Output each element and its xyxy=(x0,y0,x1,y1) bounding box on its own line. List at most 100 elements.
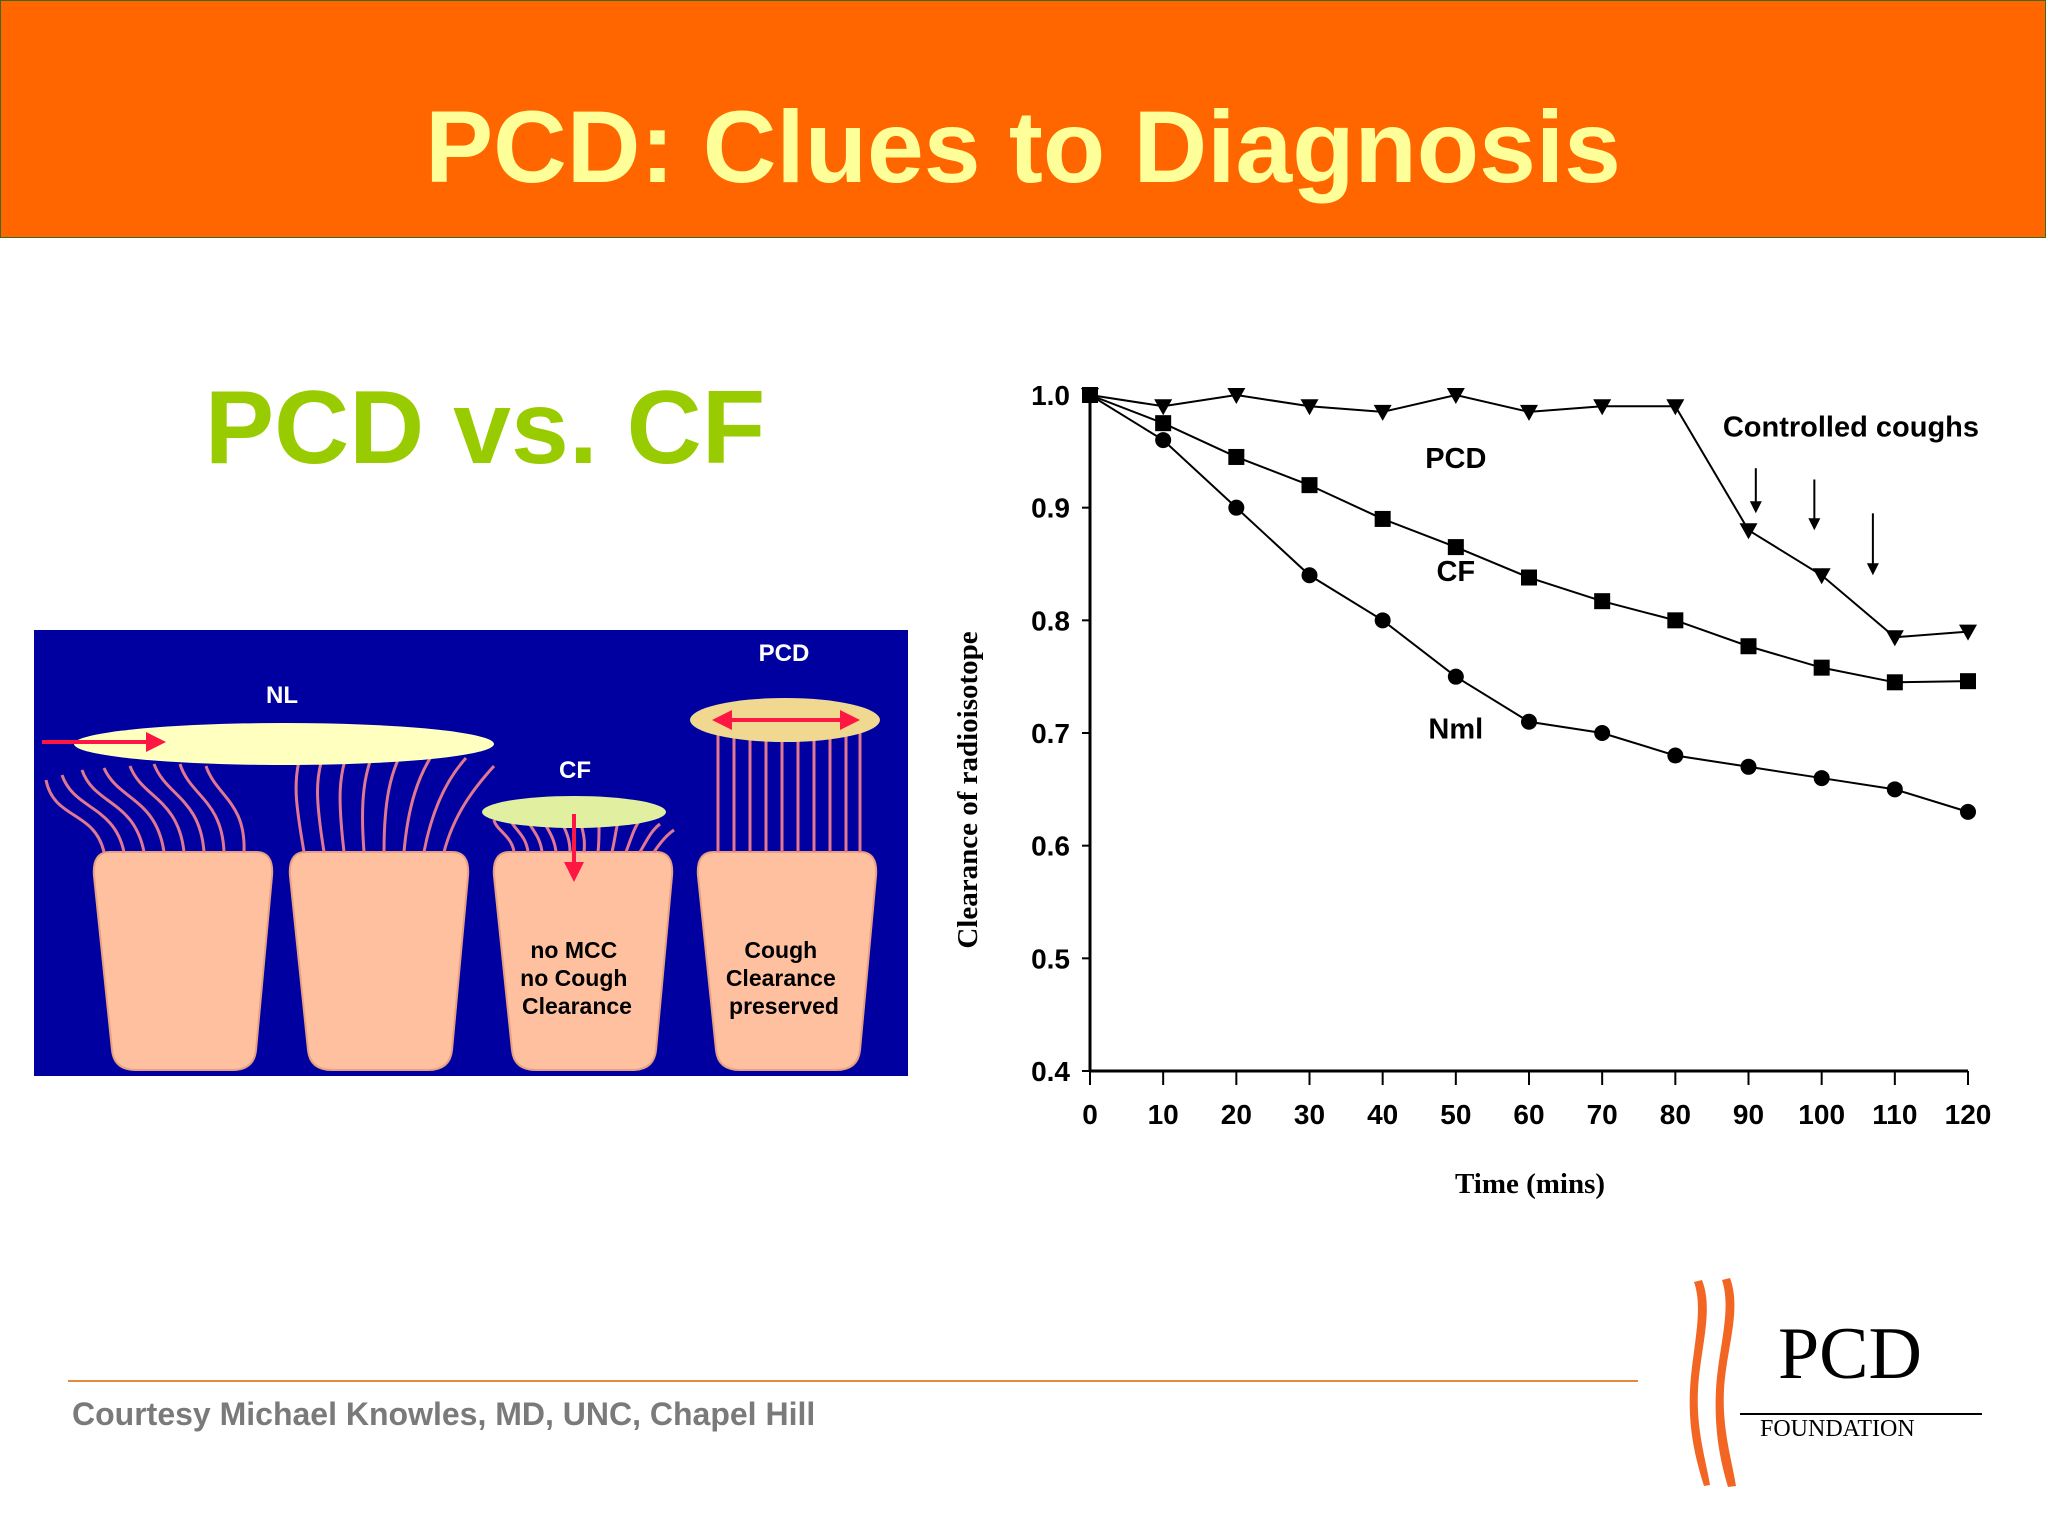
data-point-nml xyxy=(1960,803,1976,820)
x-tick-label: 60 xyxy=(1513,1099,1544,1130)
y-tick-label: 0.8 xyxy=(1031,605,1070,636)
cf-mucus-layer xyxy=(482,796,666,828)
data-point-pcd xyxy=(1520,404,1538,421)
y-tick-label: 0.4 xyxy=(1031,1056,1070,1087)
cell-cf xyxy=(492,851,674,1071)
cf-text-line-3: Clearance xyxy=(522,993,632,1019)
y-tick-label: 0.6 xyxy=(1031,831,1070,862)
chart-series: PCD CF Nml xyxy=(1081,387,1977,820)
annotation-controlled-coughs: Controlled coughs xyxy=(1723,412,1979,444)
x-tick-label: 120 xyxy=(1945,1099,1992,1130)
slide-subtitle: PCD vs. CF xyxy=(204,370,766,486)
credit-text: Courtesy Michael Knowles, MD, UNC, Chape… xyxy=(72,1396,816,1432)
data-point-nml xyxy=(1813,770,1830,787)
data-point-pcd xyxy=(1446,388,1465,404)
data-point-nml xyxy=(1740,758,1757,775)
data-point-cf xyxy=(1594,593,1611,610)
data-point-pcd xyxy=(1154,399,1173,416)
cell-nl-1 xyxy=(92,851,274,1071)
y-tick-label: 0.5 xyxy=(1031,943,1070,974)
pcd-cell-text: Cough Clearance preserved xyxy=(726,937,842,1019)
data-point-nml xyxy=(1082,387,1098,403)
pcd-text-line-3: preserved xyxy=(729,993,839,1019)
y-tick-label: 0.7 xyxy=(1031,718,1070,749)
data-point-cf xyxy=(1740,638,1757,655)
data-point-cf xyxy=(1667,612,1684,629)
data-point-pcd xyxy=(1373,404,1392,421)
nl-cilia xyxy=(44,745,496,853)
data-point-pcd xyxy=(1885,630,1904,647)
data-point-nml xyxy=(1228,499,1245,516)
data-point-nml xyxy=(1155,432,1172,449)
data-point-pcd xyxy=(1300,399,1319,416)
series-label-cf: CF xyxy=(1436,556,1475,588)
logo-sub: FOUNDATION xyxy=(1760,1416,1915,1442)
data-point-pcd xyxy=(1739,523,1758,540)
title-bar: PCD: Clues to Diagnosis xyxy=(0,0,2046,238)
x-tick-label: 50 xyxy=(1440,1099,1471,1130)
pcd-foundation-logo: PCD FOUNDATION xyxy=(1689,1278,1982,1487)
cf-text-line-1: no MCC xyxy=(530,937,617,963)
x-tick-label: 30 xyxy=(1294,1099,1325,1130)
data-point-cf xyxy=(1301,477,1318,494)
y-tick-label: 1.0 xyxy=(1031,380,1070,411)
x-tick-label: 70 xyxy=(1587,1099,1618,1130)
data-point-pcd xyxy=(1227,388,1246,404)
pcd-cilia xyxy=(716,730,862,852)
label-pcd: PCD xyxy=(759,640,810,667)
data-point-cf xyxy=(1886,674,1903,691)
logo-name: PCD xyxy=(1778,1313,1922,1395)
cf-cell-text: no MCC no Cough Clearance xyxy=(520,937,634,1019)
chart-annotations: Controlled coughs xyxy=(1723,412,1979,576)
x-tick-label: 20 xyxy=(1221,1099,1252,1130)
cough-arrow-head xyxy=(1808,518,1821,531)
data-point-nml xyxy=(1667,747,1684,764)
cough-arrow-head xyxy=(1866,563,1879,576)
data-point-nml xyxy=(1886,781,1903,798)
data-point-nml xyxy=(1301,567,1318,584)
pcd-text-line-1: Cough xyxy=(744,937,817,963)
data-point-cf xyxy=(1374,510,1391,527)
footer-divider xyxy=(68,1380,1638,1382)
x-tick-label: 0 xyxy=(1082,1099,1098,1130)
data-point-nml xyxy=(1594,725,1611,741)
label-cf: CF xyxy=(559,757,591,784)
data-point-pcd xyxy=(1812,568,1831,585)
x-tick-label: 90 xyxy=(1733,1099,1764,1130)
nl-mucus-layer xyxy=(74,723,494,765)
data-point-pcd xyxy=(1593,399,1612,416)
series-label-nml: Nml xyxy=(1428,714,1483,746)
data-point-cf xyxy=(1155,415,1172,432)
x-tick-label: 10 xyxy=(1148,1099,1179,1130)
clearance-chart: 0.4 0.5 0.6 0.7 0.8 0.9 1.0 0 10 20 30 40 50 60 70 80 90… xyxy=(952,380,1991,1200)
pcd-text-line-2: Clearance xyxy=(726,965,836,991)
x-tick-label: 100 xyxy=(1798,1099,1845,1130)
x-axis-label: Time (mins) xyxy=(1455,1168,1605,1200)
data-point-cf xyxy=(1447,539,1464,556)
chart-axes: 0.4 0.5 0.6 0.7 0.8 0.9 1.0 0 10 20 30 40 50 60 70 80 90… xyxy=(1031,380,1991,1130)
data-point-nml xyxy=(1374,612,1391,629)
data-point-pcd xyxy=(1959,624,1977,641)
x-tick-label: 110 xyxy=(1872,1099,1917,1130)
cilia-diagram: NL CF no MCC no Cough Clearance PCD xyxy=(34,630,908,1076)
cell-nl-2 xyxy=(288,851,470,1071)
label-nl: NL xyxy=(266,682,298,709)
cough-arrow-head xyxy=(1749,501,1762,514)
series-line-nml xyxy=(1089,394,1969,813)
data-point-cf xyxy=(1521,569,1537,586)
data-point-nml xyxy=(1521,713,1537,730)
data-point-cf xyxy=(1228,448,1245,465)
series-label-pcd: PCD xyxy=(1425,443,1486,475)
data-point-nml xyxy=(1447,668,1464,685)
data-point-cf xyxy=(1813,659,1830,676)
logo-mark xyxy=(1689,1278,1736,1487)
slide-title: PCD: Clues to Diagnosis xyxy=(425,90,1621,204)
cf-text-line-2: no Cough xyxy=(520,965,627,991)
y-axis-label: Clearance of radioisotope xyxy=(952,631,984,948)
data-point-cf xyxy=(1960,673,1976,690)
data-point-pcd xyxy=(1666,399,1685,416)
y-tick-label: 0.9 xyxy=(1031,493,1070,524)
x-tick-label: 40 xyxy=(1367,1099,1398,1130)
cell-pcd xyxy=(696,851,878,1071)
x-tick-label: 80 xyxy=(1660,1099,1691,1130)
